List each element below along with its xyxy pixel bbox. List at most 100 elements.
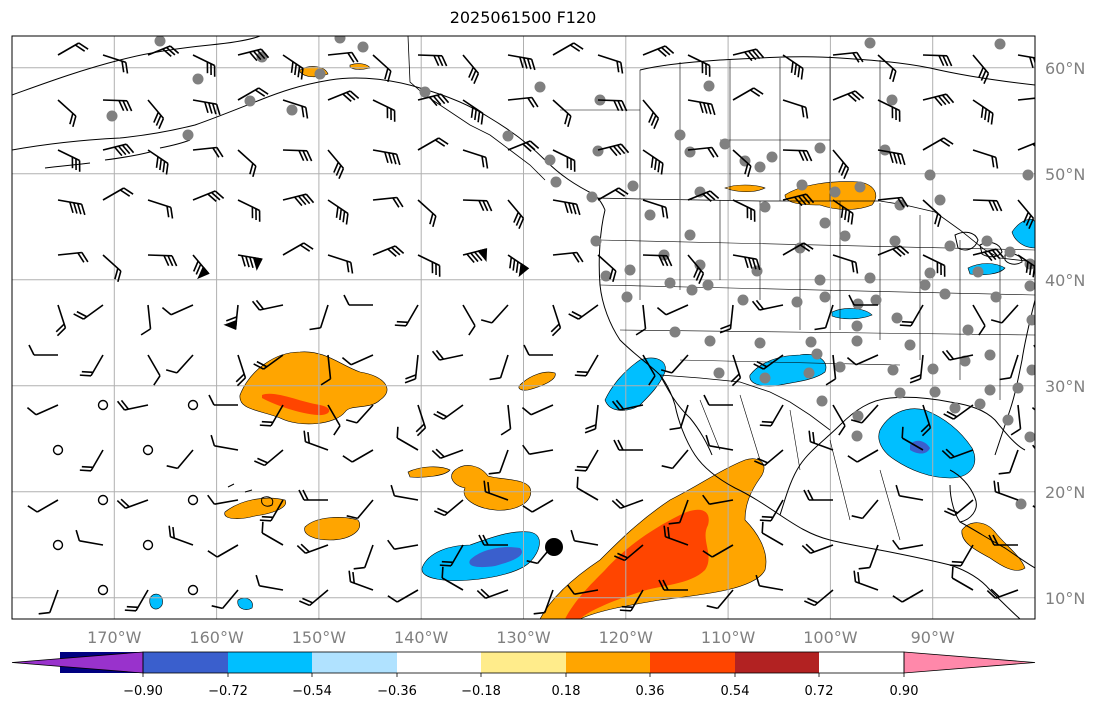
wind-barb xyxy=(433,404,464,420)
wind-barb xyxy=(972,149,999,169)
wind-barb xyxy=(415,404,427,437)
station-dot xyxy=(586,191,598,203)
wind-barb xyxy=(417,54,448,67)
wind-barb xyxy=(706,589,734,610)
wind-barb xyxy=(223,304,239,331)
wind-barb xyxy=(235,354,247,387)
wind-barb xyxy=(282,242,314,256)
coastline-central-america xyxy=(959,521,1035,569)
wind-barb xyxy=(1010,404,1022,436)
wind-barb xyxy=(846,354,879,366)
wind-barb xyxy=(327,90,360,103)
negative-region xyxy=(469,547,522,568)
calm-circle xyxy=(142,539,154,551)
wind-barb xyxy=(732,199,756,222)
wind-barb xyxy=(892,589,924,603)
wind-barb xyxy=(804,589,834,607)
station-dot xyxy=(919,279,931,291)
wind-barb xyxy=(574,354,599,377)
calm-circle xyxy=(187,399,199,411)
station-dot xyxy=(994,38,1006,50)
wind-barb xyxy=(102,187,134,201)
wind-barb xyxy=(387,539,419,550)
wind-barb xyxy=(567,584,599,595)
colorbar-tick-label: 0.72 xyxy=(805,684,834,699)
wind-barb xyxy=(986,588,1019,599)
wind-barb xyxy=(522,499,554,513)
wind-barb xyxy=(28,344,58,356)
station-dot xyxy=(829,186,841,198)
wind-barb xyxy=(208,394,238,406)
station-dot xyxy=(984,349,996,361)
calm-circle xyxy=(52,444,64,456)
station-dot xyxy=(851,430,863,442)
wind-barb xyxy=(462,199,493,212)
station-dot xyxy=(811,348,823,360)
negative-region xyxy=(604,357,666,411)
station-dot xyxy=(627,180,639,192)
station-dot xyxy=(794,242,806,254)
wind-barb xyxy=(372,99,396,122)
station-dot xyxy=(990,291,1002,303)
wind-barb xyxy=(1032,444,1035,455)
station-dot xyxy=(814,274,826,286)
wind-barb xyxy=(147,149,169,175)
positive-region xyxy=(224,497,287,519)
wind-barb xyxy=(390,484,419,501)
wind-barb xyxy=(237,254,263,271)
wind-barb xyxy=(522,444,554,455)
wind-barb xyxy=(619,589,644,612)
wind-barb xyxy=(611,498,644,509)
longitude-label: 170°W xyxy=(87,628,142,647)
coastline-gulf xyxy=(779,396,1026,516)
wind-barb xyxy=(755,574,784,591)
wind-barb xyxy=(941,448,974,459)
wind-barb xyxy=(488,449,509,475)
station-dot xyxy=(924,169,936,181)
longitude-label: 160°W xyxy=(189,628,244,647)
wind-barb xyxy=(642,354,656,386)
colorbar-swatch xyxy=(397,652,481,673)
wind-barb xyxy=(192,190,225,203)
colorbar-tick-label: −0.90 xyxy=(123,684,163,699)
wind-barb xyxy=(462,54,480,84)
wind-barb xyxy=(254,449,284,467)
wind-barb xyxy=(55,304,67,337)
wind-barb xyxy=(687,190,720,203)
station-dot xyxy=(334,36,346,44)
wind-barb xyxy=(372,245,405,258)
wind-barb xyxy=(899,304,924,327)
wind-barb xyxy=(635,304,647,336)
map-title: 2025061500 F120 xyxy=(449,8,597,27)
latitude-labels: 60°N 50°N 40°N 30°N 20°N 10°N xyxy=(1045,59,1085,608)
state-border xyxy=(639,200,1001,400)
wind-barb xyxy=(944,499,974,517)
wind-barb xyxy=(483,480,509,501)
wind-barb xyxy=(79,354,104,377)
colorbar-tick-label: −0.54 xyxy=(292,684,332,699)
station-dot xyxy=(684,146,696,158)
wind-barb xyxy=(57,42,89,56)
wind-barb xyxy=(1056,100,1084,127)
station-dot xyxy=(962,324,974,336)
wind-barb xyxy=(808,430,834,451)
colorbar-tick-label: 0.54 xyxy=(721,684,750,699)
station-dot xyxy=(981,235,993,247)
wind-barb xyxy=(303,430,329,451)
wind-barb xyxy=(658,579,688,591)
station-dot xyxy=(851,335,863,347)
wind-barb xyxy=(895,484,924,501)
colorbar-swatch xyxy=(481,652,566,673)
wind-barb xyxy=(754,449,784,467)
wind-barb xyxy=(255,574,284,591)
station-dot xyxy=(684,229,696,241)
wind-barb xyxy=(941,349,974,361)
wind-barb xyxy=(922,254,946,277)
wind-barb xyxy=(1053,305,1071,336)
station-dot xyxy=(502,130,514,142)
calm-circle xyxy=(52,539,64,551)
wind-barb xyxy=(192,146,224,158)
wind-barb xyxy=(462,248,488,264)
positive-region xyxy=(961,522,1026,571)
wind-barb xyxy=(642,254,673,267)
